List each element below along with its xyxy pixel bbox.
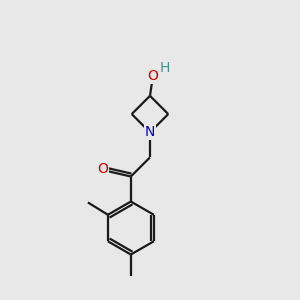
Text: N: N (145, 125, 155, 139)
Text: O: O (97, 162, 108, 176)
Text: O: O (148, 69, 158, 83)
Text: H: H (160, 61, 170, 75)
